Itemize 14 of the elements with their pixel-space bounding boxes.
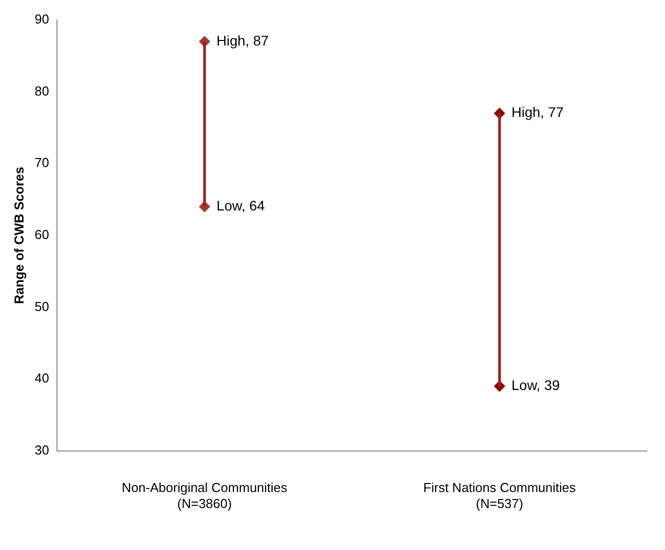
y-tick-label: 50 bbox=[34, 298, 50, 314]
x-tick-label: Non-Aboriginal Communities (N=3860) bbox=[122, 480, 288, 511]
data-label: Low, 39 bbox=[512, 377, 560, 394]
y-tick-label: 60 bbox=[34, 226, 50, 242]
x-tick-label: First Nations Communities (N=537) bbox=[423, 480, 576, 511]
y-tick-label: 70 bbox=[34, 155, 50, 170]
y-tick-label: 80 bbox=[34, 83, 50, 98]
data-label: Low, 64 bbox=[216, 198, 266, 214]
y-tick-label: 90 bbox=[34, 12, 50, 27]
y-tick-label: 30 bbox=[34, 442, 50, 458]
y-tick-label: 40 bbox=[34, 370, 50, 386]
y-axis-title: Range of CWB Scores bbox=[11, 166, 26, 304]
data-label: High, 77 bbox=[512, 104, 564, 120]
data-label: High, 87 bbox=[216, 32, 269, 48]
